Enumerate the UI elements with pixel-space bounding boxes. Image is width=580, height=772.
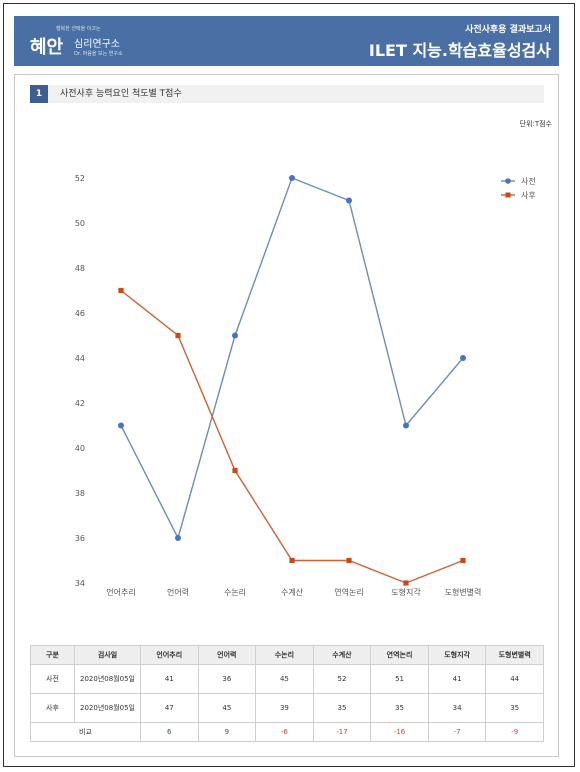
table-body: 사전 2020년08월05일 41 36 45 52 51 41 44 사후 2020년08월05일… — [30, 664, 544, 742]
series-1-point — [460, 355, 466, 361]
x-tick-label: 언어추리 — [106, 587, 135, 597]
remark-cell: -16 — [370, 722, 429, 742]
series-line-2 — [120, 289, 464, 584]
y-tick-label: 40 — [75, 444, 85, 453]
score-cell: 45 — [255, 664, 314, 694]
y-tick-label: 52 — [75, 174, 85, 183]
section-title: 사전사후 능력요인 척도별 T점수 — [60, 89, 182, 99]
legend-label: 사후 — [521, 191, 536, 200]
y-tick-label: 38 — [75, 489, 85, 498]
score-cell: 36 — [197, 664, 257, 694]
y-tick-label: 46 — [75, 309, 85, 318]
series-2-point — [232, 467, 238, 474]
series-1-point — [175, 535, 181, 541]
table-header-cell: 도형변별력 — [485, 645, 544, 665]
score-cell: 41 — [427, 664, 487, 694]
row-label: 사후 — [30, 693, 75, 723]
remark-cell: -9 — [485, 722, 544, 742]
table-header-row: 구분 검사일 언어추리 언어력 수논리 수계산 연역논리 도형지각 도형변별력 — [30, 645, 544, 665]
remark-cell: -7 — [427, 722, 487, 742]
x-tick-label: 도형지각 — [391, 587, 421, 597]
x-tick-label: 연역논리 — [334, 587, 363, 597]
logo-main-text: 혜안 — [30, 37, 64, 58]
y-tick-label: 34 — [75, 579, 85, 588]
series-2-point — [460, 557, 466, 564]
legend-marker-1 — [505, 178, 511, 184]
table-header-cell: 언어력 — [197, 645, 257, 665]
series-1-point — [118, 422, 124, 429]
score-cell: 47 — [140, 693, 199, 723]
table-row: 사전 2020년08월05일 41 36 45 52 51 41 44 — [30, 664, 544, 694]
y-tick-label: 50 — [75, 219, 85, 228]
report-page: 행복한 선택을 이끄는 혜안 심리연구소 Dr. 마음을 보는 연구소 사전사후… — [3, 3, 575, 767]
table-header-cell: 연역논리 — [370, 645, 429, 665]
logo-subtitle: 심리연구소 — [74, 39, 120, 50]
y-tick-label: 44 — [75, 354, 85, 363]
table-header-cell: 구분 — [30, 645, 75, 665]
logo-subtitle-small: Dr. 마음을 보는 연구소 — [74, 51, 123, 57]
test-date: 2020년08월05일 — [74, 664, 141, 694]
remark-cell: -6 — [255, 722, 314, 742]
score-cell: 35 — [370, 693, 429, 723]
y-tick-label: 48 — [75, 264, 85, 273]
score-cell: 51 — [370, 664, 429, 694]
table-header-cell: 수계산 — [312, 645, 372, 665]
x-tick-label: 도형변별력 — [445, 587, 482, 597]
remark-label: 비교 — [30, 722, 141, 742]
series-line-1 — [120, 177, 464, 540]
legend-marker-2 — [505, 192, 511, 198]
series-1-point — [232, 332, 238, 339]
score-cell: 45 — [197, 693, 257, 723]
score-cell: 52 — [312, 664, 372, 694]
table-header-cell: 검사일 — [74, 645, 141, 665]
series-2-point — [118, 287, 124, 294]
report-header: 행복한 선택을 이끄는 혜안 심리연구소 Dr. 마음을 보는 연구소 사전사후… — [14, 16, 559, 66]
table-header-cell: 언어추리 — [140, 645, 199, 665]
remark-cell: -17 — [312, 722, 372, 742]
row-label: 사전 — [30, 664, 75, 694]
series-2-point — [175, 332, 181, 339]
y-tick-label: 36 — [75, 534, 85, 543]
score-cell: 35 — [485, 693, 544, 723]
table-row: 사후 2020년08월05일 47 45 39 35 35 34 35 — [30, 693, 544, 723]
test-date: 2020년08월05일 — [74, 693, 141, 723]
table-header-cell: 도형지각 — [427, 645, 487, 665]
x-tick-label: 수계산 — [281, 587, 304, 597]
table-header-cell: 수논리 — [255, 645, 314, 665]
remark-cell: 9 — [197, 722, 257, 742]
x-tick-label: 언어력 — [167, 587, 189, 597]
series-1-point — [403, 422, 409, 429]
y-tick-label: 42 — [75, 399, 85, 408]
score-cell: 44 — [485, 664, 544, 694]
result-panel: 1 사전사후 능력요인 척도별 T점수 단위:T점수 34 36 38 40 42 44 4… — [14, 74, 559, 757]
remark-cell: 6 — [140, 722, 199, 742]
series-1-point — [289, 175, 295, 181]
series-2-point — [403, 580, 409, 586]
line-chart: 34 36 38 40 42 44 46 48 50 52 언어추리 언어력 수논리 수계산 연역논리 도형지… — [75, 174, 536, 597]
series-2-point — [289, 557, 295, 564]
remark-row: 비교 6 9 -6 -17 -16 -7 -9 — [30, 722, 544, 742]
exam-title: ILET 지능.학습효율성검사 — [368, 41, 551, 60]
section-header: 1 사전사후 능력요인 척도별 T점수 — [30, 85, 544, 103]
unit-label: 단위:T점수 — [519, 120, 552, 128]
score-cell: 34 — [427, 693, 487, 723]
series-2-point — [346, 557, 352, 564]
score-cell: 39 — [255, 693, 314, 723]
x-tick-label: 수논리 — [224, 588, 246, 597]
report-title: 사전사후용 결과보고서 — [465, 25, 551, 35]
legend-label: 사전 — [521, 176, 536, 186]
score-cell: 35 — [312, 693, 372, 723]
section-number: 1 — [30, 85, 48, 103]
score-table: 구분 검사일 언어추리 언어력 수논리 수계산 연역논리 도형지각 도형변별력 사전 2020년0… — [30, 645, 544, 742]
logo-tagline: 행복한 선택을 이끄는 — [56, 26, 101, 32]
score-cell: 41 — [140, 664, 199, 694]
series-1-point — [346, 197, 352, 204]
logo: 행복한 선택을 이끄는 혜안 심리연구소 Dr. 마음을 보는 연구소 — [30, 24, 160, 58]
